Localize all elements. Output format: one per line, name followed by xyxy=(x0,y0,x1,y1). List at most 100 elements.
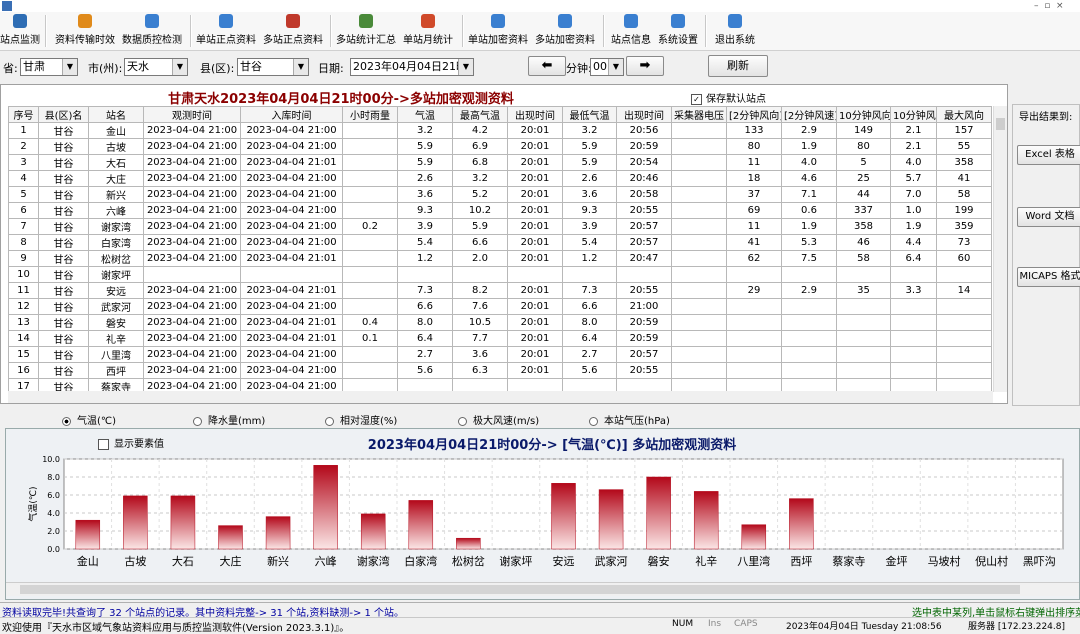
horizontal-scrollbar[interactable] xyxy=(8,391,993,403)
column-header[interactable]: 小时雨量 xyxy=(342,106,398,123)
table-row[interactable]: 14 甘谷 礼辛 2023-04-04 21:00 2023-04-04 21:01 0.… xyxy=(8,330,992,347)
column-header[interactable]: 10分钟风向 xyxy=(836,106,891,123)
table-row[interactable]: 10 甘谷 谢家坪 xyxy=(8,266,992,283)
table-row[interactable]: 2 甘谷 古坡 2023-04-04 21:00 2023-04-04 21:00 5.9… xyxy=(8,138,992,155)
export-button-label: Word 文档 xyxy=(1025,211,1075,222)
export-button[interactable]: MICAPS 格式 xyxy=(1017,267,1080,287)
table-cell: 甘谷 xyxy=(38,122,89,139)
element-radio[interactable]: 本站气压(hPa) xyxy=(589,412,670,427)
table-cell: 2023-04-04 21:00 xyxy=(143,314,241,331)
element-radio[interactable]: 气温(℃) xyxy=(62,412,116,427)
table-cell xyxy=(342,186,398,203)
column-header[interactable]: 气温 xyxy=(397,106,453,123)
column-header[interactable]: 观测时间 xyxy=(143,106,241,123)
column-header[interactable]: 出现时间 xyxy=(616,106,672,123)
column-header[interactable]: 出现时间 xyxy=(507,106,563,123)
toolbar-icon xyxy=(491,14,505,28)
table-row[interactable]: 7 甘谷 谢家湾 2023-04-04 21:00 2023-04-04 21:00 0.… xyxy=(8,218,992,235)
table-cell xyxy=(397,266,453,283)
window-controls[interactable]: – ▫ × xyxy=(1034,1,1064,11)
export-button[interactable]: Word 文档 xyxy=(1017,207,1080,227)
table-row[interactable]: 11 甘谷 安远 2023-04-04 21:00 2023-04-04 21:01 7.… xyxy=(8,282,992,299)
column-header[interactable]: 站名 xyxy=(88,106,144,123)
element-radio[interactable]: 极大风速(m/s) xyxy=(458,412,539,427)
export-button-label: MICAPS 格式 xyxy=(1019,271,1080,282)
table-row[interactable]: 4 甘谷 大庄 2023-04-04 21:00 2023-04-04 21:00 2.6… xyxy=(8,170,992,187)
refresh-button[interactable]: 刷新 xyxy=(708,55,768,77)
radio-label: 极大风速(m/s) xyxy=(473,416,540,427)
table-row[interactable]: 15 甘谷 八里湾 2023-04-04 21:00 2023-04-04 21:00 2… xyxy=(8,346,992,363)
chart-scrollbar[interactable] xyxy=(6,582,1079,596)
table-row[interactable]: 13 甘谷 磐安 2023-04-04 21:00 2023-04-04 21:01 0.… xyxy=(8,314,992,331)
table-cell xyxy=(342,154,398,171)
table-row[interactable]: 3 甘谷 大石 2023-04-04 21:00 2023-04-04 21:01 5.9… xyxy=(8,154,992,171)
vertical-scrollbar[interactable] xyxy=(993,106,1007,392)
table-row[interactable]: 6 甘谷 六峰 2023-04-04 21:00 2023-04-04 21:00 9.3… xyxy=(8,202,992,219)
table-row[interactable]: 1 甘谷 金山 2023-04-04 21:00 2023-04-04 21:00 3.2… xyxy=(8,122,992,139)
show-values-checkbox[interactable]: 显示要素值 xyxy=(98,435,164,450)
province-select[interactable]: 甘肃 ▼ xyxy=(20,58,78,76)
element-radio[interactable]: 降水量(mm) xyxy=(193,412,265,427)
column-header[interactable]: 10分钟风速 xyxy=(890,106,937,123)
table-cell: 2023-04-04 21:00 xyxy=(143,250,241,267)
table-cell xyxy=(836,314,891,331)
column-header[interactable]: 县(区)名 xyxy=(38,106,89,123)
table-cell xyxy=(671,346,727,363)
table-cell: 0.6 xyxy=(781,202,837,219)
toolbar-label: 多站加密资料 xyxy=(535,35,595,46)
table-cell xyxy=(671,186,727,203)
export-button[interactable]: Excel 表格 xyxy=(1017,145,1080,165)
toolbar-label: 单站月统计 xyxy=(403,35,453,46)
toolbar-button[interactable]: 单站正点资料 xyxy=(186,14,266,50)
column-header[interactable]: 最低气温 xyxy=(562,106,617,123)
prev-button[interactable]: ⬅ xyxy=(528,56,566,76)
table-row[interactable]: 17 甘谷 蔡家寺 2023-04-04 21:00 2023-04-04 21:00 xyxy=(8,378,992,392)
table-cell: 37 xyxy=(726,186,782,203)
save-default-checkbox[interactable]: ✓ 保存默认站点 xyxy=(691,90,766,105)
x-tick-label: 六峰 xyxy=(315,555,337,568)
table-row[interactable]: 5 甘谷 新兴 2023-04-04 21:00 2023-04-04 21:00 3.6… xyxy=(8,186,992,203)
toolbar-button[interactable]: 退出系统 xyxy=(695,14,775,50)
next-button[interactable]: ➡ xyxy=(626,56,664,76)
toolbar-button[interactable]: 站点信息 xyxy=(591,14,671,50)
toolbar-button[interactable]: 单站加密资料 xyxy=(458,14,538,50)
x-tick-label: 倪山村 xyxy=(975,554,1008,568)
county-select[interactable]: 甘谷 ▼ xyxy=(237,58,309,76)
minute-select[interactable]: 00 ▼ xyxy=(590,58,624,76)
x-tick-label: 八里湾 xyxy=(737,554,770,568)
column-header[interactable]: 入库时间 xyxy=(240,106,343,123)
table-cell xyxy=(726,298,782,315)
toolbar-button[interactable]: 系统设置 xyxy=(638,14,718,50)
table-cell: 甘谷 xyxy=(38,330,89,347)
toolbar-button[interactable]: 资料传输时效 xyxy=(45,14,125,50)
table-cell: 5.2 xyxy=(452,186,508,203)
date-picker[interactable]: 2023年04月04日21时 ▼ xyxy=(350,58,474,76)
column-header[interactable]: [2分钟风向] xyxy=(726,106,782,123)
toolbar-button[interactable]: 多站统计汇总 xyxy=(326,14,406,50)
column-header[interactable]: [2分钟风速] xyxy=(781,106,837,123)
column-header[interactable]: 采集器电压 xyxy=(671,106,727,123)
minute-label: 分钟: xyxy=(566,62,592,75)
table-cell xyxy=(507,378,563,392)
column-header[interactable]: 最大风向 xyxy=(936,106,992,123)
table-cell: 6.4 xyxy=(890,250,937,267)
toolbar-button[interactable]: 多站正点资料 xyxy=(253,14,333,50)
toolbar-button[interactable]: 站点监测 xyxy=(0,14,60,50)
table-cell: 25 xyxy=(836,170,891,187)
table-cell xyxy=(936,378,992,392)
table-cell xyxy=(936,346,992,363)
table-cell: 2023-04-04 21:00 xyxy=(240,170,343,187)
toolbar-button[interactable]: 多站加密资料 xyxy=(525,14,605,50)
table-row[interactable]: 16 甘谷 西坪 2023-04-04 21:00 2023-04-04 21:00 5.… xyxy=(8,362,992,379)
element-radio[interactable]: 相对湿度(%) xyxy=(325,412,397,427)
column-header[interactable]: 最高气温 xyxy=(452,106,508,123)
column-header[interactable]: 序号 xyxy=(8,106,39,123)
table-row[interactable]: 8 甘谷 白家湾 2023-04-04 21:00 2023-04-04 21:00 5.… xyxy=(8,234,992,251)
table-row[interactable]: 9 甘谷 松树岔 2023-04-04 21:00 2023-04-04 21:01 1.… xyxy=(8,250,992,267)
table-row[interactable]: 12 甘谷 武家河 2023-04-04 21:00 2023-04-04 21:00 6… xyxy=(8,298,992,315)
header-row: 序号 县(区)名 站名 观测时间 入库时间 小时雨量 气温 最高气温 出现时间 最低气温 出现时间采… xyxy=(8,106,992,123)
city-select[interactable]: 天水 ▼ xyxy=(124,58,188,76)
toolbar-button[interactable]: 单站月统计 xyxy=(388,14,468,50)
table-cell: 2.9 xyxy=(781,122,837,139)
toolbar-button[interactable]: 数据质控检测 xyxy=(112,14,192,50)
